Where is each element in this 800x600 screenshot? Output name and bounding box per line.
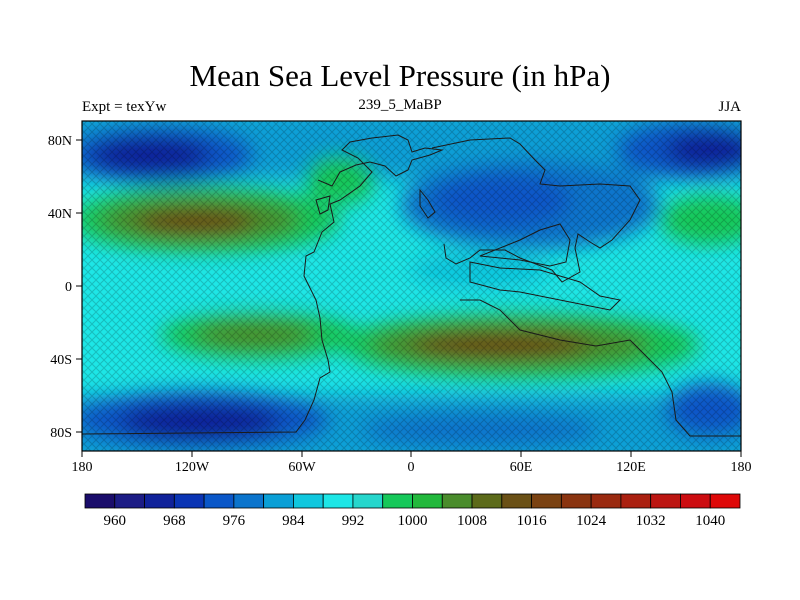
colorbar-swatch <box>263 493 294 509</box>
x-tick-label: 120E <box>616 460 646 475</box>
colorbar-label: 1008 <box>457 513 487 529</box>
x-tick-label: 60W <box>288 460 316 475</box>
y-tick-label: 40N <box>48 207 72 222</box>
y-tick-label: 80N <box>48 134 72 149</box>
colorbar-swatch <box>144 493 175 509</box>
colorbar-swatch <box>650 493 681 509</box>
colorbar-swatch <box>441 493 473 509</box>
y-tick-label: 80S <box>50 426 72 441</box>
run-id-label: 239_5_MaBP <box>358 97 442 113</box>
colorbar-swatch <box>680 493 711 509</box>
colorbar-swatch <box>203 493 235 509</box>
colorbar: 960 968 976 984 992 1000 1008 1016 1024 1032 1040 <box>84 493 741 529</box>
axis-ticks <box>76 139 742 457</box>
colorbar-swatch <box>322 493 354 509</box>
coastlines <box>82 134 741 437</box>
colorbar-swatch <box>173 493 205 509</box>
colorbar-label: 1016 <box>517 513 548 529</box>
colorbar-swatch <box>560 493 592 509</box>
pressure-field <box>82 121 741 451</box>
colorbar-swatch <box>501 493 532 509</box>
colorbar-swatch <box>114 493 145 509</box>
colorbar-label: 1032 <box>636 513 666 529</box>
colorbar-swatch <box>84 493 116 509</box>
colorbar-swatch <box>233 493 265 509</box>
y-tick-label: 40S <box>50 353 72 368</box>
colorbar-swatch <box>293 493 324 509</box>
colorbar-label: 960 <box>104 513 127 529</box>
x-tick-label: 0 <box>408 460 415 475</box>
x-tick-label: 120W <box>175 460 210 475</box>
map-title: Mean Sea Level Pressure (in hPa) <box>189 58 611 93</box>
colorbar-swatch <box>471 493 503 509</box>
colorbar-label: 976 <box>223 513 246 529</box>
colorbar-label: 1024 <box>576 513 607 529</box>
colorbar-swatch <box>382 493 413 509</box>
colorbar-swatch <box>352 493 384 509</box>
x-tick-label: 180 <box>72 460 93 475</box>
colorbar-swatch <box>590 493 622 509</box>
colorbar-label: 984 <box>282 513 305 529</box>
colorbar-swatch <box>620 493 652 509</box>
season-label: JJA <box>718 99 741 115</box>
colorbar-swatch <box>412 493 443 509</box>
x-tick-label: 180 <box>731 460 752 475</box>
colorbar-label: 1000 <box>398 513 428 529</box>
colorbar-swatch <box>709 493 741 509</box>
y-tick-label: 0 <box>65 280 72 295</box>
experiment-label: Expt = texYw <box>82 99 167 115</box>
x-tick-label: 60E <box>510 460 533 475</box>
colorbar-swatch <box>531 493 562 509</box>
colorbar-label: 992 <box>342 513 365 529</box>
colorbar-label: 968 <box>163 513 186 529</box>
colorbar-label: 1040 <box>695 513 725 529</box>
